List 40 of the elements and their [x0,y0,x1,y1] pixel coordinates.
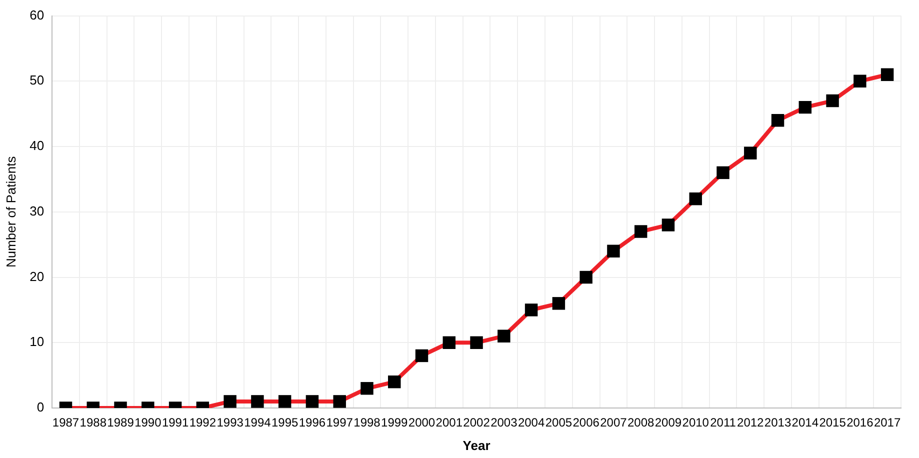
x-tick-label: 2008 [627,416,655,430]
x-tick-label: 2012 [737,416,764,430]
y-axis-title: Number of Patients [3,156,18,268]
x-tick-label: 2002 [463,416,490,430]
y-tick-label: 10 [30,334,44,350]
x-tick-label: 1989 [107,416,134,430]
y-tick-label: 20 [30,268,44,284]
x-tick-label: 2006 [572,416,600,430]
x-tick-label: 1988 [80,416,107,430]
x-tick-label: 1995 [271,416,299,430]
x-tick-label: 1998 [354,416,381,430]
x-tick-label: 1992 [189,416,216,430]
y-tick-label: 30 [30,203,44,218]
x-tick-label: 1991 [162,416,189,430]
x-tick-label: 2013 [764,416,792,430]
y-tick-label: 60 [30,7,44,22]
x-tick-label: 2016 [846,416,874,430]
x-tick-label: 2003 [490,416,518,430]
x-tick-label: 1997 [326,416,354,430]
x-tick-label: 1987 [52,416,80,430]
x-axis-title: Year [462,438,490,453]
x-tick-label: 2017 [874,416,901,430]
x-tick-label: 1999 [381,416,408,430]
x-tick-label: 2005 [545,416,572,430]
x-tick-label: 2014 [792,416,819,430]
x-tick-label: 2011 [710,416,736,430]
x-tick-label: 2004 [518,416,545,430]
x-tick-label: 1996 [298,416,326,430]
x-tick-label: 1993 [216,416,244,430]
x-tick-label: 1990 [134,416,162,430]
x-tick-label: 2010 [682,416,710,430]
x-tick-label: 2000 [408,416,436,430]
x-tick-label: 2001 [436,416,463,430]
x-tick-label: 1994 [244,416,272,430]
y-tick-label: 40 [30,138,44,154]
y-tick-label: 0 [36,400,44,415]
y-tick-label: 50 [30,72,44,88]
x-tick-label: 2009 [654,416,682,430]
x-tick-label: 2015 [819,416,846,430]
x-tick-label: 2007 [600,416,628,430]
